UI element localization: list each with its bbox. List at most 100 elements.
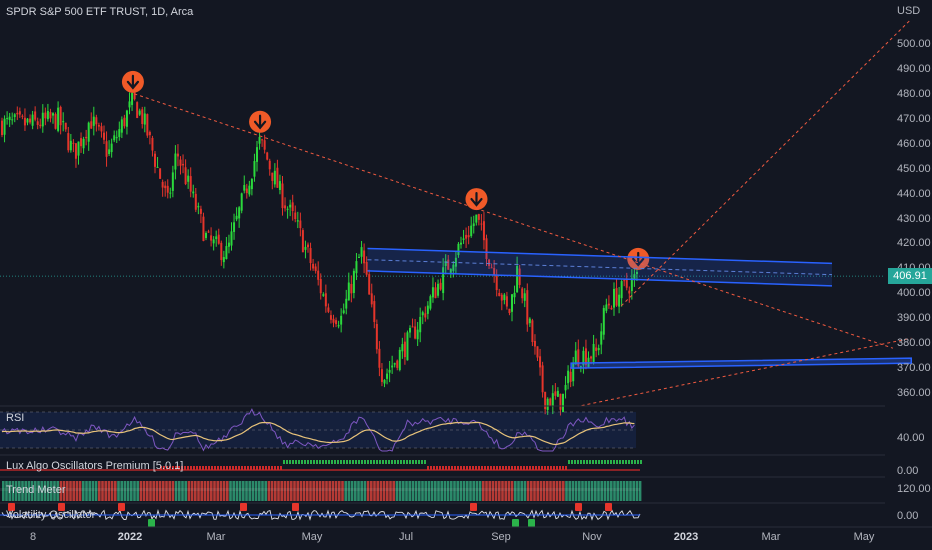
candle-body (194, 193, 197, 210)
trend-meter-cell (174, 481, 178, 501)
lux-bar (349, 460, 351, 464)
trend-meter-label[interactable]: Trend Meter (6, 484, 66, 496)
trend-meter-cell (168, 481, 171, 501)
lux-bar (403, 460, 405, 464)
candle-body (136, 102, 139, 119)
trend-meter-cell (251, 481, 255, 501)
trend-meter-cell (299, 481, 303, 501)
lux-bar (253, 466, 255, 470)
trend-meter-cell (411, 481, 415, 501)
lux-bar (520, 466, 522, 470)
trend-meter-divider (0, 488, 640, 491)
candle-body (23, 117, 26, 126)
trend-meter-cell (610, 481, 613, 501)
candle-body (597, 348, 600, 351)
trend-meter-cell (213, 481, 216, 501)
trend-meter-cell (5, 481, 8, 501)
lux-bar (625, 460, 627, 464)
lux-bar (184, 466, 186, 470)
candle-body (449, 268, 452, 273)
trend-meter-cell (328, 481, 331, 501)
candle-body (314, 266, 317, 272)
trend-meter-cell (475, 481, 479, 501)
candle-body (3, 118, 6, 135)
candle-body (179, 159, 182, 166)
lux-bar (271, 466, 273, 470)
lux-bar (385, 460, 387, 464)
candle-body (574, 350, 577, 365)
lux-bar (610, 460, 612, 464)
lux-bar (427, 466, 429, 470)
trend-meter-cell (139, 481, 143, 501)
lux-bar (424, 460, 426, 464)
volatility-signal-marker (8, 503, 15, 511)
lux-bar (634, 460, 636, 464)
lux-bar (211, 466, 213, 470)
currency-label: USD (897, 5, 921, 17)
lux-bar (163, 466, 165, 470)
trend-meter-cell (389, 481, 392, 501)
candle-body (243, 185, 246, 191)
trend-meter-cell (613, 481, 616, 501)
time-tick: Jul (398, 531, 414, 543)
candle-body (192, 191, 195, 194)
trend-meter-cell (514, 481, 517, 501)
candle-body (146, 114, 149, 136)
candle-body (477, 214, 480, 220)
candle-body (187, 175, 190, 182)
rsi-ma-line (1, 421, 635, 446)
candle-body (457, 243, 460, 256)
lux-bar (568, 460, 570, 464)
candle-body (350, 283, 353, 294)
candle-body (503, 294, 506, 301)
trend-meter-cell (216, 481, 219, 501)
lux-bar (289, 460, 291, 464)
candle-body (6, 118, 9, 120)
candle-body (610, 307, 613, 310)
candle-body (375, 323, 378, 350)
trend-meter-cell (405, 481, 408, 501)
trend-meter-cell (146, 481, 149, 501)
price-tick: 390.00 (897, 312, 931, 325)
candle-body (635, 271, 638, 275)
lux-bar (484, 466, 486, 470)
lux-bar (571, 460, 573, 464)
candle-body (72, 142, 75, 144)
lux-bar (487, 466, 489, 470)
candle-body (276, 167, 279, 188)
candle-body (80, 138, 83, 147)
candle-body (263, 140, 266, 150)
price-tick: 490.00 (897, 62, 931, 75)
volatility-oscillator-label[interactable]: Volatility Oscillator (6, 509, 96, 521)
candle-body (128, 101, 131, 108)
time-tick: Sep (491, 531, 511, 543)
price-tick: 420.00 (897, 237, 931, 250)
candle-body (475, 214, 478, 223)
rsi-label[interactable]: RSI (6, 412, 25, 424)
lux-bar (394, 460, 396, 464)
candle-body (309, 248, 312, 264)
trend-meter-cell (155, 481, 159, 501)
candle-body (500, 294, 503, 301)
candle-body (579, 366, 582, 368)
candle-body (536, 346, 539, 358)
lux-bar (235, 466, 237, 470)
time-tick: Nov (582, 531, 602, 543)
drawing-layer (121, 18, 913, 407)
candle-body (92, 116, 95, 126)
lux-bar (250, 466, 252, 470)
lux-bar (175, 466, 177, 470)
lux-bar (589, 460, 591, 464)
sell-arrow-icon (249, 110, 272, 133)
lux-oscillator-label[interactable]: Lux Algo Oscillators Premium [5.0.1] (6, 460, 184, 472)
trend-meter-cell (270, 481, 274, 501)
candle-body (452, 264, 455, 271)
candle-body (199, 208, 202, 214)
trend-meter-cell (261, 481, 264, 501)
trend-meter-cell (555, 481, 559, 501)
candle-body (442, 267, 445, 294)
symbol-title[interactable]: SPDR S&P 500 ETF TRUST, 1D, Arca (6, 6, 194, 18)
lux-bar (202, 466, 204, 470)
trend-meter-cell (526, 481, 530, 501)
